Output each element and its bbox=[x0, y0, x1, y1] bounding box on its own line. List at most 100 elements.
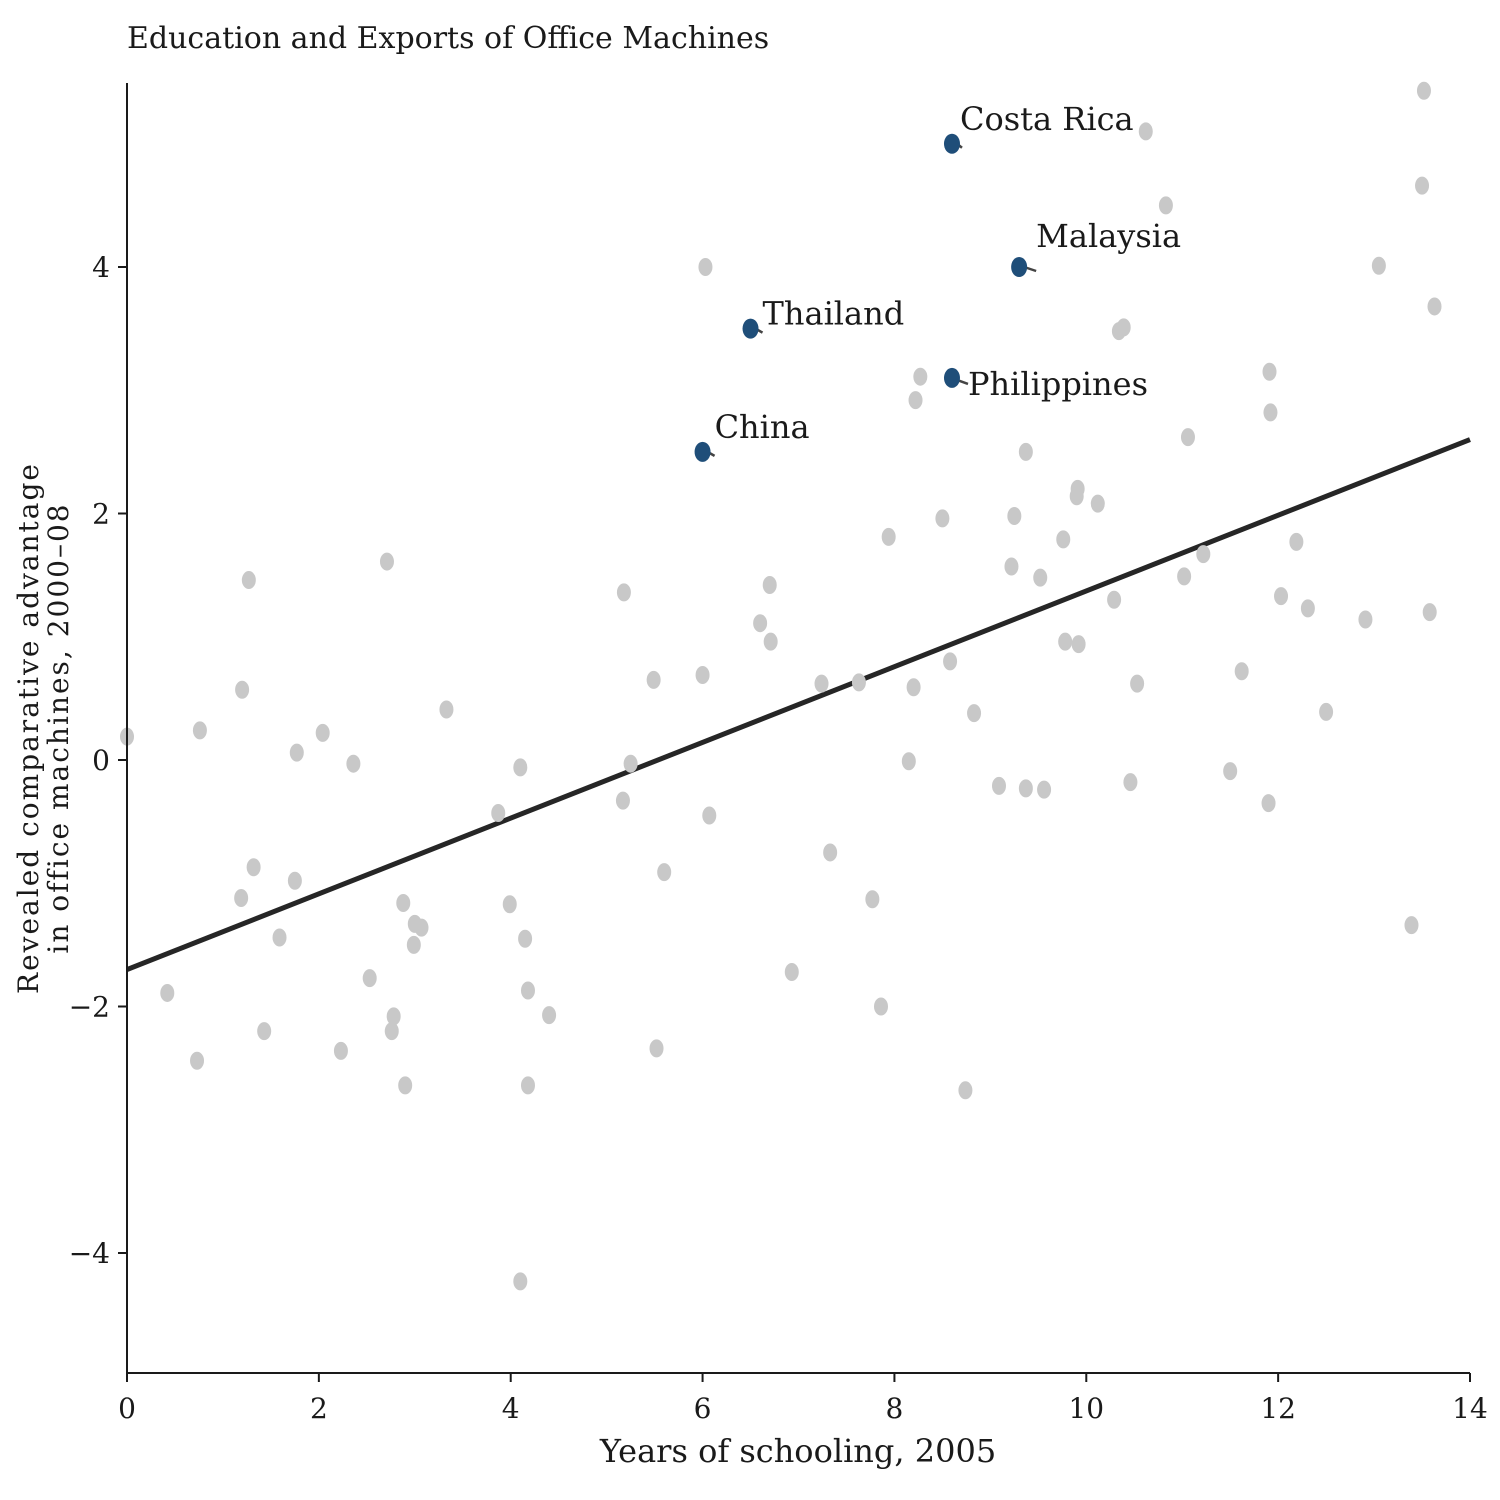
data-point bbox=[1007, 506, 1022, 525]
data-point bbox=[234, 889, 249, 908]
y-axis-label: Revealed comparative advantage in office… bbox=[12, 462, 75, 994]
data-point bbox=[287, 871, 302, 890]
data-point bbox=[1058, 632, 1073, 651]
data-point bbox=[1422, 603, 1437, 622]
highlighted-point bbox=[1011, 257, 1028, 277]
data-point bbox=[1037, 780, 1052, 799]
data-point bbox=[396, 893, 411, 912]
data-point bbox=[1427, 297, 1442, 316]
data-point bbox=[518, 929, 533, 948]
data-point bbox=[1415, 176, 1430, 195]
data-point bbox=[439, 700, 454, 719]
highlighted-point bbox=[943, 367, 960, 388]
data-point bbox=[1056, 530, 1071, 549]
y-ticks: −4 −2 0 2 4 bbox=[69, 251, 127, 1270]
data-point bbox=[190, 1051, 205, 1070]
data-point bbox=[491, 803, 506, 822]
data-point bbox=[814, 674, 829, 693]
data-point bbox=[1274, 587, 1289, 606]
data-point bbox=[908, 391, 923, 410]
data-point bbox=[513, 1272, 528, 1291]
data-point bbox=[1223, 762, 1238, 781]
data-point bbox=[1130, 674, 1145, 693]
data-point bbox=[753, 614, 768, 633]
data-point bbox=[1177, 567, 1192, 586]
data-point bbox=[1107, 590, 1122, 609]
y-tick-label: −4 bbox=[69, 1237, 110, 1270]
highlighted-points: Costa Rica Malaysia Thailand Philippines Chi… bbox=[694, 100, 1181, 462]
data-point bbox=[502, 895, 517, 914]
data-point bbox=[520, 981, 535, 1000]
data-point bbox=[646, 670, 661, 689]
data-point bbox=[520, 1076, 535, 1095]
data-point bbox=[881, 527, 896, 546]
data-point bbox=[160, 983, 175, 1002]
data-point bbox=[406, 935, 421, 954]
data-point bbox=[1158, 196, 1173, 215]
data-point bbox=[851, 673, 866, 692]
annotation-label: Philippines bbox=[968, 365, 1148, 403]
y-tick-label: 4 bbox=[92, 251, 110, 284]
data-point bbox=[865, 890, 880, 909]
data-point bbox=[1071, 635, 1086, 654]
data-point bbox=[192, 721, 207, 740]
x-tick-label: 0 bbox=[118, 1392, 136, 1425]
data-point bbox=[623, 754, 638, 773]
data-point bbox=[542, 1006, 557, 1025]
data-point bbox=[762, 575, 777, 594]
data-point bbox=[384, 1022, 399, 1041]
data-point bbox=[1300, 599, 1315, 618]
fit-line bbox=[126, 437, 1471, 972]
y-tick-label: 0 bbox=[92, 744, 110, 777]
data-point bbox=[695, 665, 710, 684]
data-point bbox=[346, 754, 361, 773]
data-point bbox=[1018, 442, 1033, 461]
data-point bbox=[1116, 318, 1131, 337]
data-point bbox=[967, 704, 982, 723]
x-tick-label: 4 bbox=[502, 1392, 520, 1425]
y-axis-label-line-2: in office machines, 2000–08 bbox=[42, 502, 75, 953]
data-point bbox=[1180, 428, 1195, 447]
annotation-label: Thailand bbox=[763, 295, 905, 333]
data-point bbox=[901, 752, 916, 771]
chart-title: Education and Exports of Office Machines bbox=[127, 21, 769, 56]
data-point bbox=[272, 928, 287, 947]
x-tick-label: 10 bbox=[1068, 1392, 1104, 1425]
data-point bbox=[246, 858, 261, 877]
data-point bbox=[513, 758, 528, 777]
data-point bbox=[1358, 610, 1373, 629]
data-point bbox=[379, 552, 394, 571]
data-point bbox=[1261, 794, 1276, 813]
data-point bbox=[1123, 773, 1138, 792]
data-point bbox=[235, 680, 250, 699]
data-point bbox=[1033, 568, 1048, 587]
data-point bbox=[873, 997, 888, 1016]
data-point bbox=[1263, 403, 1278, 422]
annotation-label: China bbox=[715, 408, 810, 446]
data-point bbox=[657, 863, 672, 882]
data-point bbox=[1371, 256, 1386, 275]
data-point bbox=[1196, 545, 1211, 564]
data-point bbox=[1319, 702, 1334, 721]
data-point bbox=[386, 1007, 401, 1026]
x-axis-label: Years of schooling, 2005 bbox=[599, 1432, 996, 1470]
x-tick-label: 6 bbox=[694, 1392, 712, 1425]
data-point bbox=[1404, 916, 1419, 935]
data-point bbox=[698, 258, 713, 276]
data-point bbox=[616, 583, 631, 602]
data-point bbox=[763, 632, 778, 651]
data-point bbox=[702, 806, 717, 825]
data-point bbox=[784, 962, 799, 981]
data-point bbox=[943, 652, 958, 671]
data-point bbox=[362, 969, 377, 988]
data-point bbox=[1070, 479, 1085, 498]
y-tick-label: −2 bbox=[69, 991, 110, 1024]
x-tick-label: 8 bbox=[886, 1392, 904, 1425]
highlighted-point bbox=[742, 318, 759, 339]
data-point bbox=[823, 843, 838, 862]
data-point bbox=[1416, 81, 1431, 100]
y-axis-label-line-1: Revealed comparative advantage bbox=[12, 462, 45, 994]
x-tick-label: 14 bbox=[1452, 1392, 1488, 1425]
data-point bbox=[333, 1041, 348, 1060]
data-point bbox=[1234, 662, 1249, 681]
